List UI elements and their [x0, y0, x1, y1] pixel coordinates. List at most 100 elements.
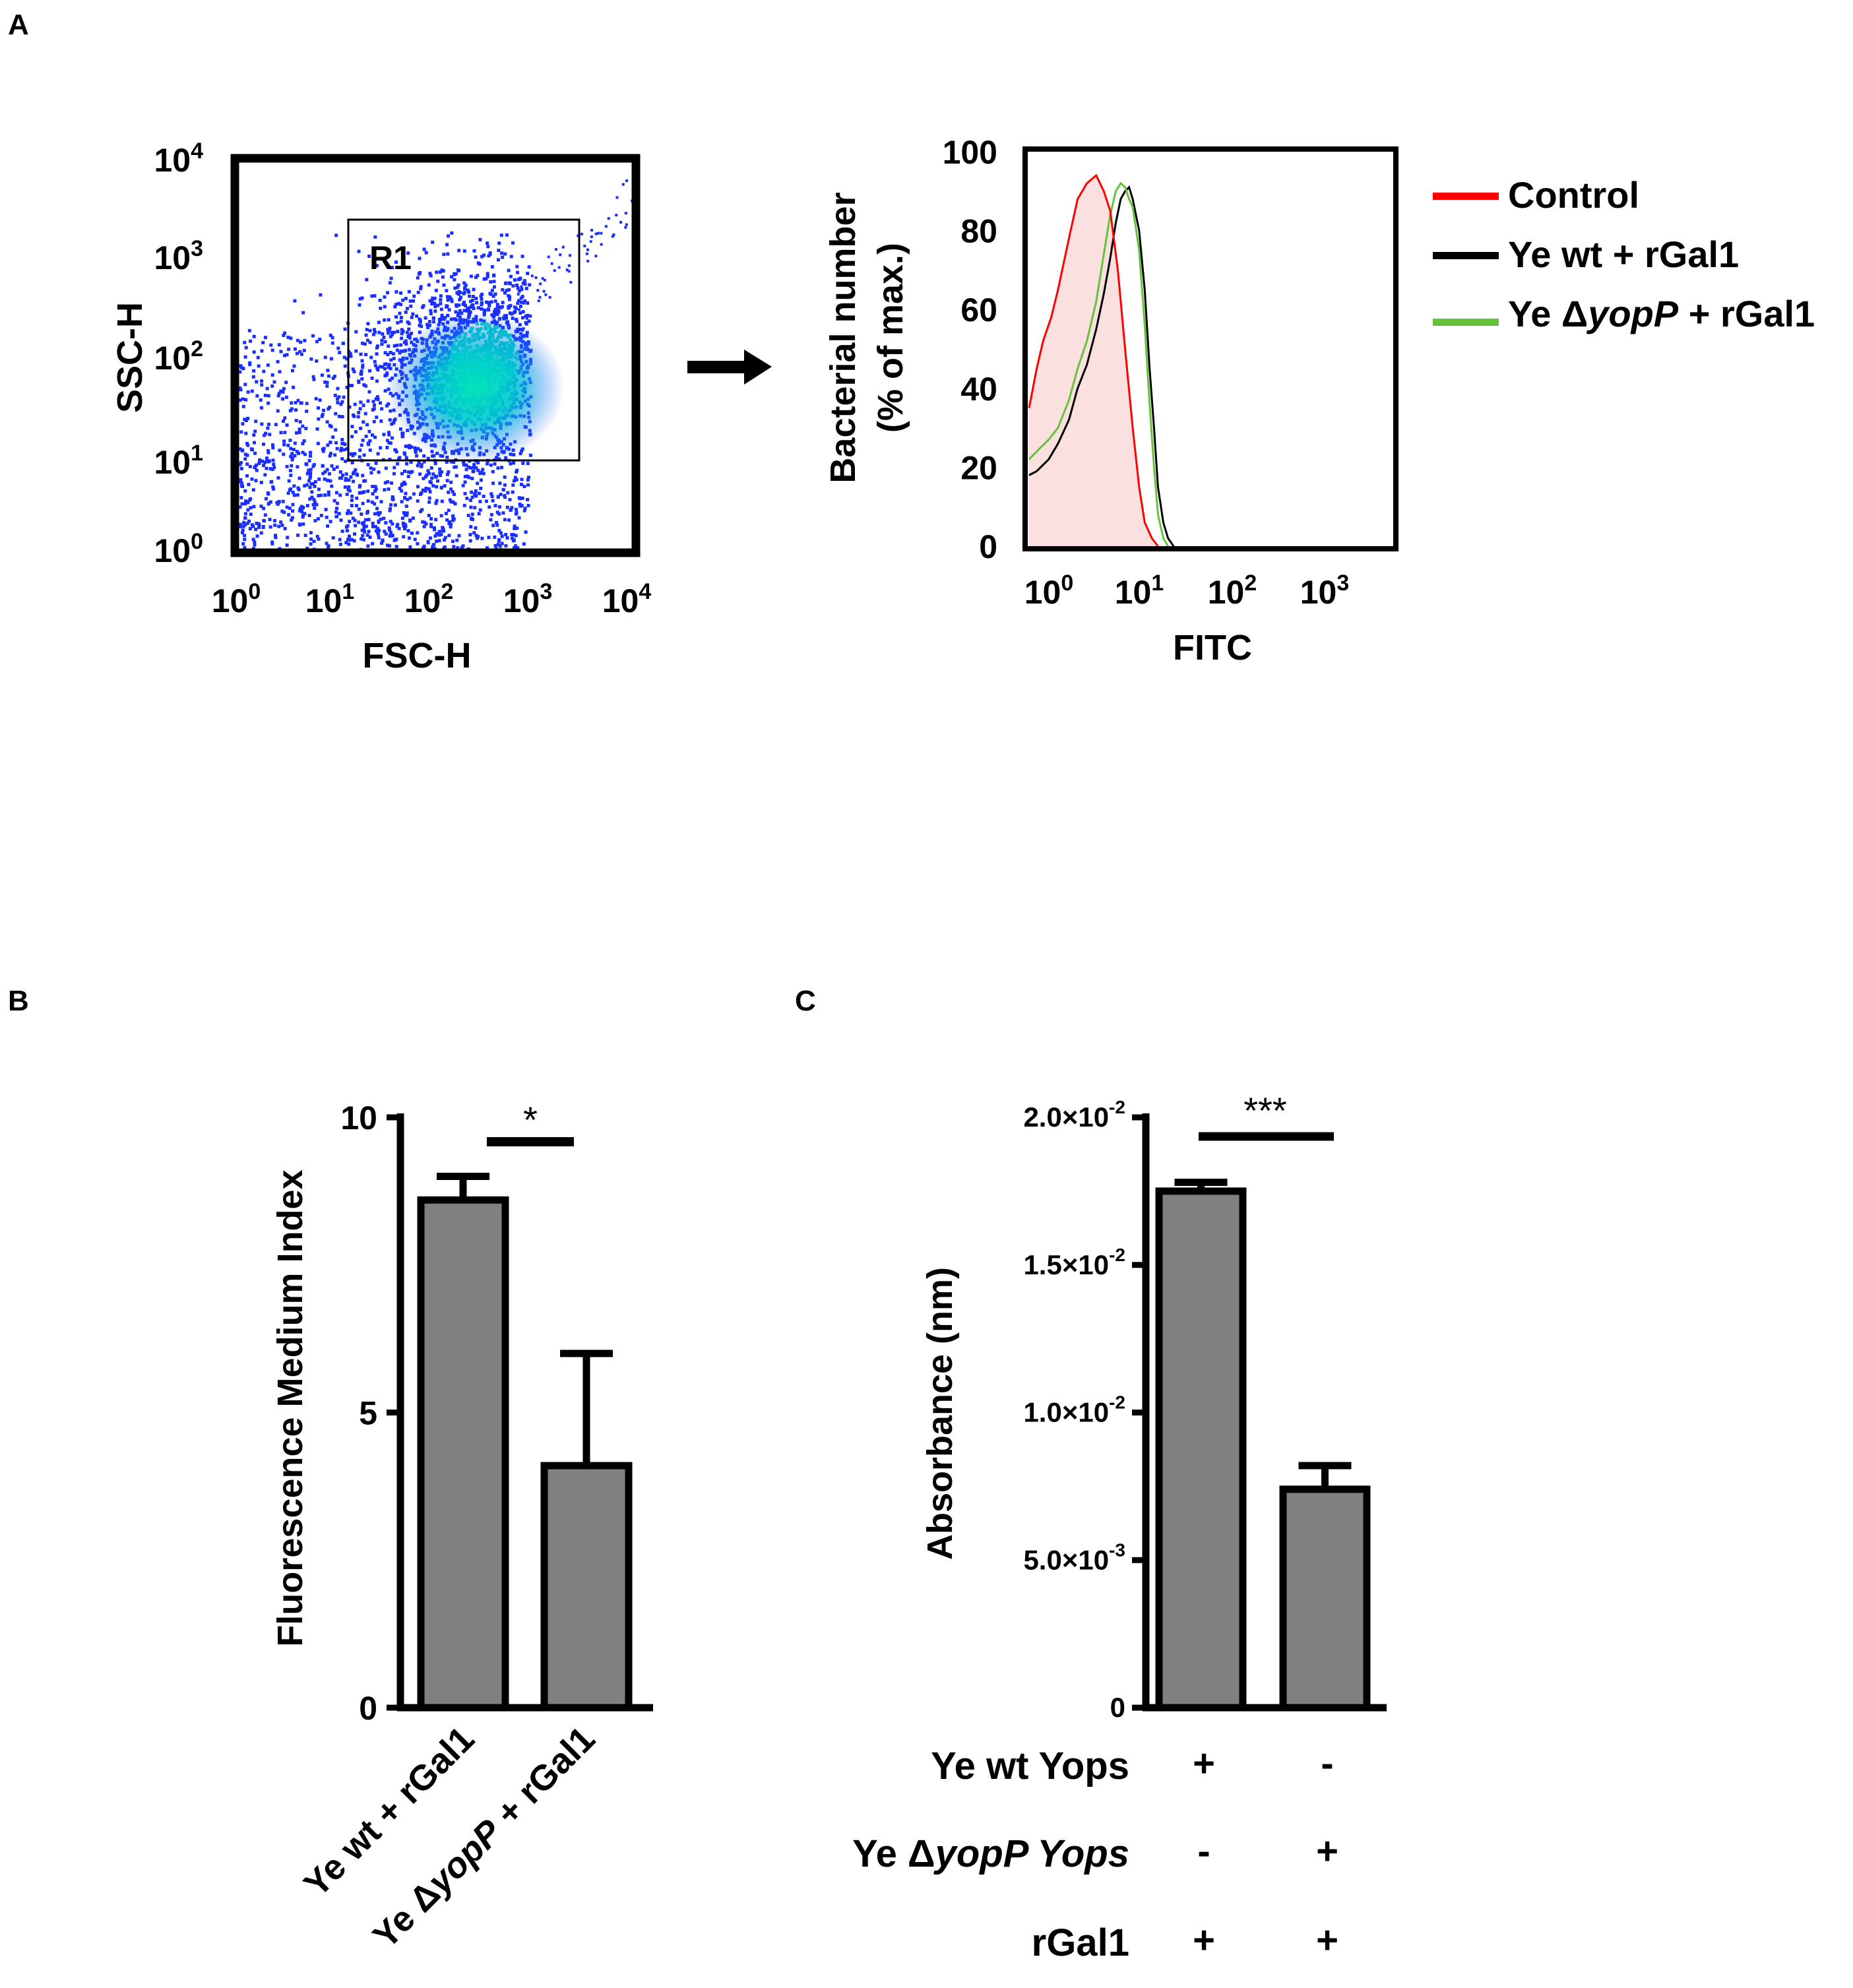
scatter-point: [495, 523, 499, 527]
scatter-point: [327, 493, 330, 497]
scatter-point: [349, 354, 353, 358]
scatter-point: [245, 462, 249, 466]
scatter-point: [272, 518, 276, 522]
scatter-point: [480, 307, 484, 311]
scatter-point: [272, 462, 276, 466]
scatter-point: [296, 338, 299, 342]
scatter-point: [359, 400, 363, 404]
scatter-point: [307, 514, 311, 518]
scatter-point: [424, 316, 427, 320]
scatter-point: [492, 280, 496, 284]
scatter-point: [470, 516, 474, 520]
scatter-point: [331, 435, 335, 439]
scatter-point: [513, 278, 517, 282]
scatter-point: [303, 338, 307, 342]
scatter-point: [331, 536, 335, 540]
scatter-point: [239, 495, 243, 499]
scatter-point: [361, 491, 365, 495]
scatter-point: [392, 472, 396, 476]
scatter-point: [298, 350, 302, 354]
scatter-point: [340, 415, 344, 419]
scatter-point: [491, 499, 495, 503]
scatter-point: [373, 363, 377, 367]
scatter-point: [313, 518, 317, 522]
scatter-point: [430, 302, 434, 306]
scatter-point: [464, 468, 468, 472]
scatter-point: [528, 314, 532, 318]
chart-b-bar-group: [417, 1173, 633, 1712]
scatter-point: [515, 470, 518, 474]
scatter-point: [268, 525, 272, 529]
scatter-point: [354, 524, 358, 528]
scatter-point: [503, 495, 507, 499]
scatter-point: [377, 321, 381, 325]
scatter-point: [338, 476, 342, 480]
scatter-point: [468, 499, 472, 503]
scatter-point: [493, 462, 497, 466]
scatter-point: [393, 344, 396, 348]
scatter-point: [296, 493, 299, 497]
scatter-point: [272, 380, 276, 384]
scatter-point: [442, 283, 446, 287]
scatter-point: [454, 310, 458, 314]
scatter-point: [333, 394, 337, 398]
scatter-point: [411, 516, 415, 520]
scatter-point: [309, 454, 313, 458]
scatter-x-tick-label: 104: [602, 579, 652, 619]
scatter-point: [390, 332, 394, 336]
scatter-point: [350, 504, 354, 508]
scatter-point: [297, 487, 301, 491]
chart-c-bar: [1279, 1485, 1371, 1712]
scatter-point: [244, 346, 248, 350]
scatter-point: [400, 500, 404, 504]
scatter-point: [270, 373, 274, 377]
scatter-point: [243, 534, 247, 538]
scatter-point: [518, 452, 522, 456]
scatter-point: [268, 518, 272, 522]
scatter-point: [248, 464, 252, 468]
scatter-point: [398, 311, 402, 315]
scatter-point: [350, 538, 354, 542]
scatter-point: [350, 499, 354, 503]
scatter-point: [437, 530, 441, 534]
scatter-point: [329, 357, 333, 361]
scatter-point: [550, 262, 553, 265]
scatter-point: [392, 421, 396, 425]
scatter-point: [511, 536, 515, 540]
scatter-point: [390, 330, 394, 334]
chart-c-condition-sign: +: [1316, 1919, 1338, 1962]
scatter-point: [245, 442, 249, 446]
scatter-point: [429, 466, 433, 470]
scatter-point: [512, 546, 516, 550]
scatter-point: [380, 338, 384, 342]
scatter-point: [262, 369, 266, 373]
scatter-point: [519, 305, 522, 308]
scatter-point: [476, 274, 480, 278]
scatter-point: [441, 269, 445, 273]
scatter-point: [524, 530, 528, 534]
scatter-point: [526, 483, 530, 487]
scatter-point: [463, 474, 467, 478]
scatter-point: [409, 304, 413, 308]
scatter-point: [274, 423, 278, 427]
scatter-point: [322, 447, 326, 450]
scatter-point: [408, 545, 412, 549]
scatter-point: [339, 402, 343, 406]
scatter-point: [466, 513, 470, 517]
scatter-point: [255, 463, 259, 467]
scatter-point: [497, 249, 501, 253]
scatter-point: [404, 445, 408, 449]
scatter-point: [468, 294, 472, 298]
scatter-x-tick-label: 100: [212, 579, 261, 619]
scatter-point: [519, 482, 523, 486]
scatter-point: [327, 490, 330, 494]
scatter-point: [368, 448, 372, 452]
scatter-point: [311, 481, 315, 485]
scatter-point: [431, 472, 435, 476]
scatter-point: [512, 311, 516, 315]
scatter-point: [472, 466, 476, 470]
scatter-point: [318, 398, 322, 402]
scatter-point: [431, 484, 435, 488]
scatter-point: [442, 546, 446, 550]
scatter-point: [400, 332, 404, 336]
